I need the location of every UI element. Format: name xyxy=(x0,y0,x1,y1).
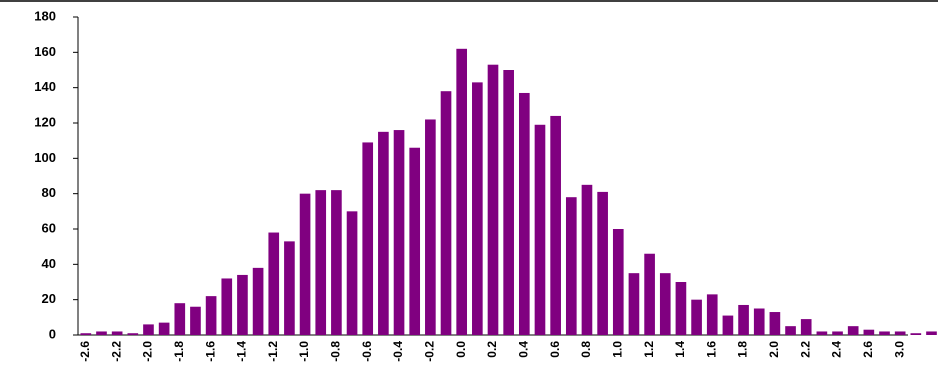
bar xyxy=(675,282,687,335)
x-tick-label: -2.2 xyxy=(109,341,123,362)
bar xyxy=(487,64,499,335)
bar xyxy=(738,304,749,335)
bar xyxy=(628,273,640,335)
x-tick-label: 2.2 xyxy=(798,341,812,358)
x-tick-label: -1.4 xyxy=(235,341,249,362)
bar xyxy=(816,331,828,335)
x-tick-label: 1.0 xyxy=(610,341,624,358)
x-tick-label: 1.2 xyxy=(642,341,656,358)
bar xyxy=(550,115,561,335)
x-tick-label: -0.8 xyxy=(329,341,343,362)
bar xyxy=(503,70,514,335)
bar xyxy=(659,273,671,335)
bar xyxy=(409,147,421,335)
bar xyxy=(299,193,311,335)
y-tick-label: 80 xyxy=(42,185,56,200)
bar xyxy=(518,92,530,335)
bar xyxy=(252,267,264,335)
x-tick-label: -0.4 xyxy=(391,341,405,362)
bar xyxy=(284,241,295,335)
y-tick-label: 20 xyxy=(42,291,56,306)
bar xyxy=(456,48,468,336)
x-tick-label: 0.2 xyxy=(485,341,499,358)
bar xyxy=(80,333,92,335)
bar xyxy=(221,278,233,335)
y-tick-label: 120 xyxy=(34,114,56,129)
x-tick-label: 2.0 xyxy=(767,341,781,358)
bar xyxy=(847,326,859,335)
y-tick-label: 180 xyxy=(34,8,56,23)
y-tick-label: 160 xyxy=(34,44,56,59)
bar xyxy=(879,331,890,335)
x-tick-label: -1.0 xyxy=(297,341,311,362)
bar xyxy=(127,333,139,335)
x-tick-label: -1.2 xyxy=(266,341,280,362)
bar xyxy=(190,306,201,335)
bar xyxy=(612,229,624,335)
x-tick-label: -0.2 xyxy=(423,341,437,362)
bar xyxy=(378,131,389,335)
bar xyxy=(315,190,327,335)
y-tick-label: 40 xyxy=(42,256,56,271)
x-tick-label: -0.6 xyxy=(360,341,374,362)
bar xyxy=(597,191,608,335)
x-tick-label: 1.8 xyxy=(736,341,750,358)
x-tick-label: 0.0 xyxy=(454,341,468,358)
bar xyxy=(143,324,154,335)
y-tick-label: 100 xyxy=(34,150,56,165)
x-tick-label: 1.6 xyxy=(704,341,718,358)
bar xyxy=(910,333,922,335)
bar xyxy=(425,119,436,335)
x-tick-label: 1.4 xyxy=(673,341,687,358)
bar xyxy=(706,294,718,335)
x-tick-label: -2.6 xyxy=(78,341,92,362)
y-tick-label: 0 xyxy=(49,326,56,341)
bar xyxy=(863,329,875,335)
bar xyxy=(534,124,546,336)
bar xyxy=(644,253,655,335)
y-tick-label: 140 xyxy=(34,79,56,94)
bar xyxy=(205,296,217,335)
x-tick-label: 0.4 xyxy=(516,341,530,358)
bar xyxy=(581,184,593,335)
bar xyxy=(565,197,577,335)
bar xyxy=(158,322,170,335)
bar xyxy=(346,211,358,335)
bar xyxy=(96,331,107,335)
x-tick-label: 0.8 xyxy=(579,341,593,358)
x-tick-label: 3.0 xyxy=(892,341,906,358)
bar xyxy=(362,142,374,335)
x-tick-label: -1.6 xyxy=(203,341,217,362)
bar xyxy=(237,274,248,335)
bar xyxy=(800,319,812,335)
x-tick-label: -1.8 xyxy=(172,341,186,362)
bar xyxy=(440,91,452,335)
bar xyxy=(111,331,123,335)
bar xyxy=(722,315,734,335)
bar xyxy=(926,331,937,335)
bar xyxy=(268,232,280,335)
y-tick-label: 60 xyxy=(42,220,56,235)
bar xyxy=(753,308,765,335)
x-tick-label: -2.0 xyxy=(141,341,155,362)
bar xyxy=(894,331,906,335)
x-tick-label: 2.4 xyxy=(830,341,844,358)
bar xyxy=(472,82,483,335)
bar xyxy=(174,303,186,335)
bar xyxy=(769,312,781,335)
bar xyxy=(331,190,342,335)
x-tick-label: 2.6 xyxy=(861,341,875,358)
bar xyxy=(691,299,702,335)
bar xyxy=(393,130,405,335)
bar xyxy=(785,326,796,335)
bar xyxy=(832,331,843,335)
x-tick-label: 0.6 xyxy=(548,341,562,358)
